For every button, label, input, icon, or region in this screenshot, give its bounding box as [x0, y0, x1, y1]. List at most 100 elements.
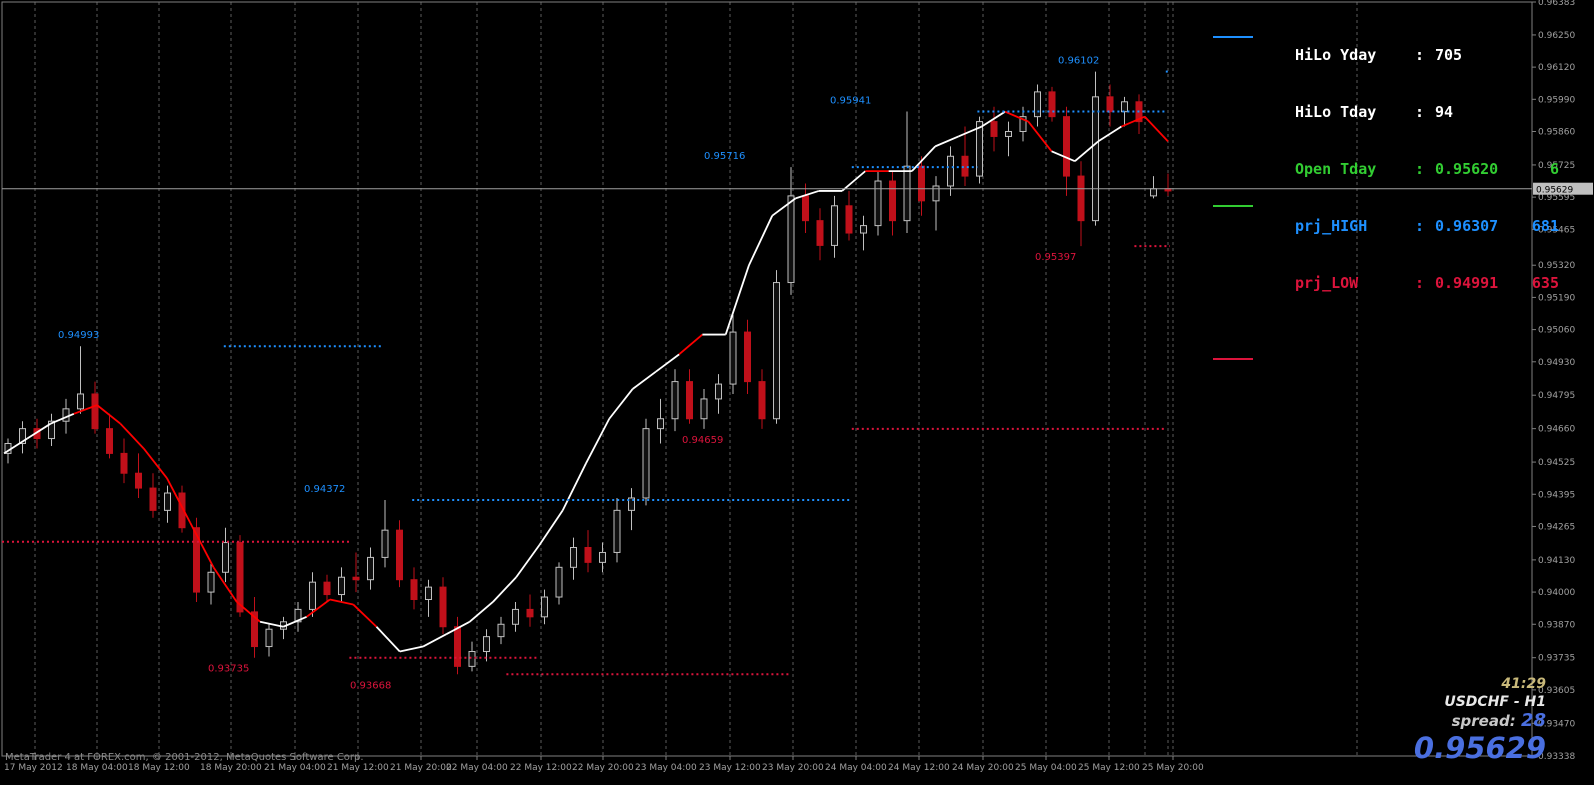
- candle-body: [468, 651, 476, 667]
- low-level-label: 0.93668: [350, 680, 391, 691]
- candle: [381, 499, 389, 568]
- candle-body: [338, 576, 345, 596]
- candle-body: [932, 185, 940, 202]
- ma-segment: [538, 509, 564, 546]
- candle: [816, 208, 824, 261]
- ma-segment: [795, 190, 820, 200]
- ma-segment: [561, 462, 587, 511]
- candle: [845, 190, 853, 241]
- price-axis-label: 0.94395: [1538, 490, 1575, 500]
- time-axis-label: 24 May 12:00: [888, 763, 950, 773]
- price-axis-label: 0.95860: [1538, 128, 1575, 138]
- ma-segment: [492, 576, 517, 603]
- ma-segment: [1121, 115, 1146, 128]
- ma-segment: [352, 603, 378, 628]
- info-points: [1519, 103, 1559, 122]
- candle: [874, 171, 882, 236]
- candle-body: [671, 381, 679, 420]
- symbol-timeframe: USDCHF - H1: [1444, 694, 1546, 710]
- info-label: HiLo Yday: [1295, 46, 1377, 64]
- info-value: 0.96307: [1435, 217, 1499, 235]
- candle-body: [294, 608, 302, 623]
- candle: [642, 418, 650, 506]
- ma-segment: [748, 215, 774, 266]
- info-value: 0.95620: [1435, 160, 1499, 178]
- candle: [729, 314, 737, 394]
- ma-segment: [771, 197, 797, 217]
- prj-high-legend-line: [1213, 36, 1253, 38]
- candle-body: [715, 383, 722, 400]
- candle: [352, 552, 360, 593]
- ma-segment: [1051, 150, 1076, 163]
- candle-body: [599, 551, 606, 563]
- candle-body: [367, 556, 374, 581]
- candle-body: [178, 492, 186, 529]
- ma-segment: [3, 437, 28, 455]
- candle-body: [77, 393, 84, 410]
- ma-segment: [1097, 125, 1122, 143]
- ma-segment: [166, 477, 192, 524]
- candle-body: [1063, 116, 1070, 177]
- time-axis-label: 18 May 12:00: [128, 763, 190, 773]
- price-axis-label: 0.96383: [1538, 0, 1575, 8]
- candle-body: [1106, 96, 1114, 113]
- candle: [425, 579, 432, 617]
- candle: [77, 346, 84, 414]
- candle-body: [352, 576, 360, 581]
- time-axis-label: 24 May 04:00: [825, 763, 887, 773]
- prj-low-legend-line: [1213, 358, 1253, 360]
- candle-body: [729, 331, 737, 385]
- candle: [323, 574, 331, 602]
- candle: [294, 601, 302, 632]
- candles: [4, 71, 1172, 675]
- info-sep: :: [1415, 217, 1425, 235]
- candle: [831, 195, 838, 258]
- candle: [19, 421, 26, 454]
- candle-body: [700, 398, 708, 420]
- candle-body: [207, 571, 215, 593]
- ma-segment: [445, 620, 471, 635]
- candle: [1034, 84, 1041, 127]
- open-tday-legend-line: [1213, 205, 1253, 207]
- candle: [918, 156, 925, 216]
- info-row-prj-low: prj_LOW:0.94991 635: [1295, 274, 1559, 293]
- price-axis-label: 0.95725: [1538, 161, 1575, 171]
- candle: [657, 398, 664, 444]
- time-axis-label: 22 May 04:00: [446, 763, 508, 773]
- candle: [468, 641, 476, 672]
- info-points: 635: [1531, 274, 1559, 292]
- info-row-prj-high: prj_HIGH:0.96307 681: [1295, 217, 1559, 236]
- time-axis-label: 21 May 04:00: [264, 763, 326, 773]
- time-axis-label: 22 May 20:00: [572, 763, 634, 773]
- ma-segment: [724, 264, 750, 335]
- candle-body: [19, 428, 26, 445]
- candle-body: [1034, 91, 1041, 118]
- ma-segment: [306, 598, 331, 618]
- time-axis-label: 23 May 20:00: [762, 763, 824, 773]
- info-sep: :: [1415, 46, 1425, 64]
- price-axis-label: 0.94130: [1538, 556, 1575, 566]
- ma-segment: [934, 135, 959, 148]
- candle: [744, 319, 751, 394]
- info-sep: :: [1415, 274, 1425, 292]
- price-axis-label: 0.94000: [1538, 588, 1575, 598]
- candle-body: [526, 608, 534, 618]
- candle-body: [845, 205, 853, 234]
- candle: [1121, 96, 1128, 127]
- candle: [439, 577, 447, 635]
- candle-body: [512, 608, 519, 625]
- price-axis-label: 0.93870: [1538, 620, 1575, 630]
- info-value: 0.94991: [1435, 274, 1499, 292]
- candle: [512, 601, 519, 632]
- candle: [889, 171, 896, 236]
- candle-body: [164, 492, 171, 511]
- ma-segment: [911, 145, 936, 172]
- candle: [396, 520, 403, 588]
- candle-body: [613, 509, 621, 553]
- info-label: HiLo Tday: [1295, 103, 1377, 121]
- time-axis-label: 24 May 20:00: [952, 763, 1014, 773]
- candle-body: [120, 452, 128, 474]
- ma-segment: [119, 423, 145, 450]
- candle: [309, 572, 316, 617]
